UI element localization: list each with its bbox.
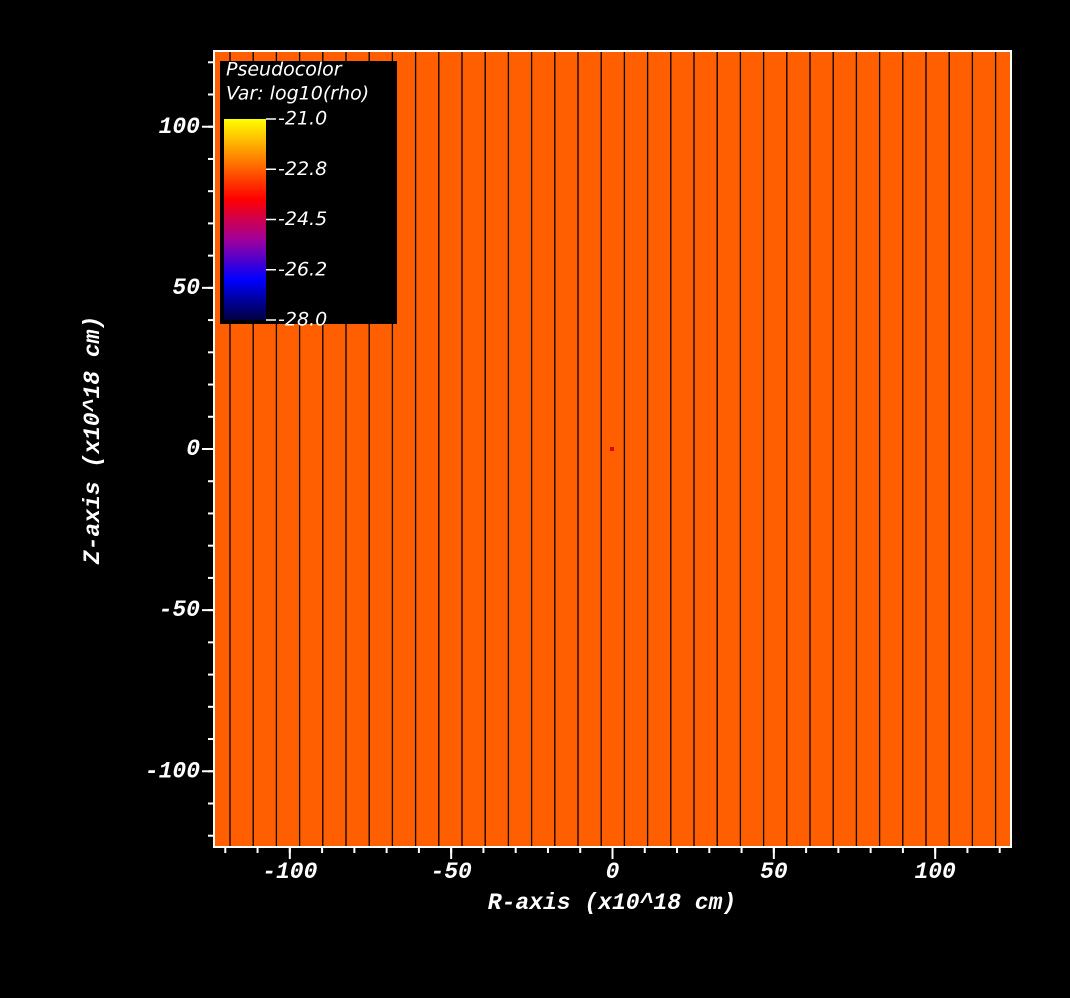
colorbar-tick-label: -22.8 (278, 158, 327, 180)
colorbar-tick-label: -21.0 (278, 108, 327, 130)
colorbar-tick-label: -24.5 (278, 208, 327, 230)
x-tick-label: -50 (430, 859, 472, 885)
legend-variable: Var: log10(rho) (226, 83, 369, 105)
colorbar-tick-label: -28.0 (278, 309, 327, 331)
x-tick-label: 100 (914, 859, 956, 885)
colorbar-tick-label: -26.2 (278, 258, 327, 280)
y-tick-label: -100 (145, 758, 200, 784)
y-tick-label: 100 (159, 114, 201, 140)
legend-title: Pseudocolor (226, 59, 343, 81)
y-axis-title: Z-axis (x10^18 cm) (80, 316, 106, 565)
x-axis-title: R-axis (x10^18 cm) (488, 890, 736, 916)
x-tick-label: -100 (262, 859, 317, 885)
colorbar (224, 119, 266, 320)
center-cell (610, 447, 614, 451)
y-tick-label: 0 (186, 436, 200, 462)
y-tick-label: -50 (159, 597, 201, 623)
x-tick-label: 50 (760, 859, 788, 885)
x-tick-label: 0 (606, 859, 620, 885)
y-tick-label: 50 (172, 275, 200, 301)
